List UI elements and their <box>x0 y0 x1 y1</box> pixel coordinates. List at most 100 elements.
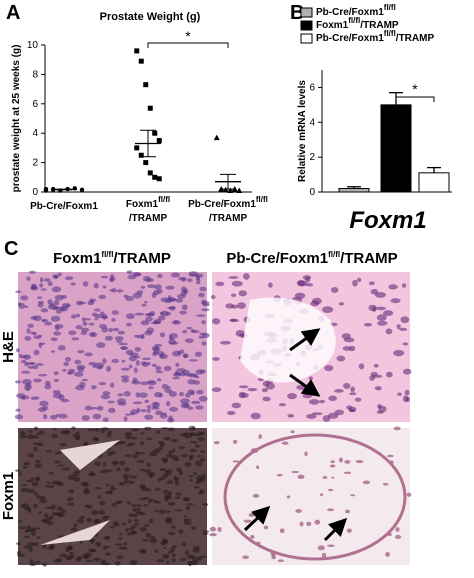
tissue-texture <box>18 302 26 309</box>
tissue-texture <box>59 442 67 447</box>
tissue-texture <box>99 500 106 506</box>
tissue-texture <box>154 488 162 491</box>
tissue-texture <box>183 353 188 358</box>
tissue-texture <box>226 410 236 416</box>
tissue-texture <box>187 379 196 385</box>
panel-label: C <box>4 238 18 260</box>
tissue-texture <box>128 480 135 484</box>
tissue-texture <box>97 405 104 411</box>
tissue-texture <box>60 430 68 435</box>
tissue-texture <box>63 361 70 367</box>
tissue-texture <box>385 328 393 335</box>
tissue-texture <box>91 312 98 317</box>
tissue-texture <box>147 471 156 477</box>
data-point <box>156 176 162 182</box>
tissue-texture <box>242 555 250 560</box>
tissue-texture <box>71 337 80 341</box>
tissue-texture <box>112 523 120 527</box>
tissue-texture <box>211 318 221 325</box>
tissue-texture <box>70 314 77 319</box>
tissue-texture <box>23 461 31 466</box>
data-point <box>147 105 153 111</box>
tissue-texture <box>129 475 138 479</box>
tissue-texture <box>24 336 32 341</box>
tissue-texture <box>128 513 135 517</box>
tissue-texture <box>368 281 375 286</box>
arrow <box>323 517 348 542</box>
tissue-texture <box>240 392 249 398</box>
tissue-texture <box>141 549 146 553</box>
tissue-texture <box>185 392 191 398</box>
tissue-texture <box>144 414 154 420</box>
tissue-texture <box>271 554 276 560</box>
tissue-texture <box>77 350 85 354</box>
tissue-texture <box>211 387 222 393</box>
tissue-texture <box>132 377 138 384</box>
data-point <box>143 160 149 166</box>
tissue-texture <box>188 432 194 437</box>
tissue-texture <box>141 357 152 361</box>
tissue-texture <box>53 299 60 306</box>
tissue-texture <box>50 350 56 353</box>
tissue-texture <box>58 413 68 419</box>
tissue-texture <box>94 486 102 490</box>
tissue-texture <box>39 400 49 407</box>
tissue-texture <box>27 429 34 433</box>
tissue-texture <box>94 461 101 467</box>
tissue-texture <box>158 315 166 321</box>
tissue-texture <box>32 542 39 546</box>
tissue-texture <box>140 409 147 413</box>
tissue-texture <box>56 309 62 314</box>
tissue-texture <box>124 467 130 472</box>
data-point <box>134 145 140 151</box>
tissue-texture <box>126 322 132 327</box>
tissue-texture <box>350 386 355 393</box>
tissue-texture <box>320 493 324 497</box>
tissue-texture <box>248 513 255 517</box>
tissue-texture <box>147 498 154 502</box>
tissue-texture <box>304 451 308 457</box>
tissue-texture <box>374 292 386 298</box>
tissue-texture <box>159 353 168 360</box>
tissue-texture <box>149 310 156 317</box>
tissue-texture <box>155 448 163 451</box>
tissue-texture <box>195 480 201 485</box>
tissue-texture <box>184 550 190 556</box>
x-tick-label: Foxm1fl/fl/TRAMP <box>126 195 170 224</box>
tissue-texture <box>185 505 190 511</box>
tissue-texture <box>302 393 313 399</box>
tissue-texture <box>376 314 387 321</box>
tissue-texture <box>33 446 38 452</box>
tissue-texture <box>286 495 291 499</box>
tissue-texture <box>84 405 93 411</box>
tissue-texture <box>48 544 55 550</box>
tissue-texture <box>108 407 116 414</box>
tissue-texture <box>114 336 124 341</box>
tissue-texture <box>188 273 198 277</box>
tissue-texture <box>104 335 114 341</box>
tissue-texture <box>81 378 88 382</box>
tissue-texture <box>77 366 85 373</box>
tissue-texture <box>330 286 339 294</box>
tissue-texture <box>102 285 107 289</box>
tissue-texture <box>139 511 146 516</box>
tissue-texture <box>105 552 111 556</box>
tissue-texture <box>105 490 113 495</box>
tissue-texture <box>83 552 92 558</box>
tissue-texture <box>89 470 95 477</box>
tissue-texture <box>105 483 110 486</box>
tissue-texture <box>70 527 78 532</box>
tissue-texture <box>174 481 180 486</box>
tissue-texture <box>352 279 358 287</box>
tissue-texture <box>311 297 322 305</box>
micrograph <box>212 428 410 565</box>
tissue-texture <box>89 407 99 410</box>
tissue-texture <box>174 476 180 482</box>
tissue-texture <box>32 527 41 530</box>
tissue-texture <box>51 434 58 439</box>
tissue-texture <box>156 378 162 382</box>
tissue-texture <box>164 388 173 394</box>
tissue-texture <box>130 504 138 507</box>
tissue-texture <box>186 278 193 283</box>
tissue-texture <box>143 300 148 304</box>
